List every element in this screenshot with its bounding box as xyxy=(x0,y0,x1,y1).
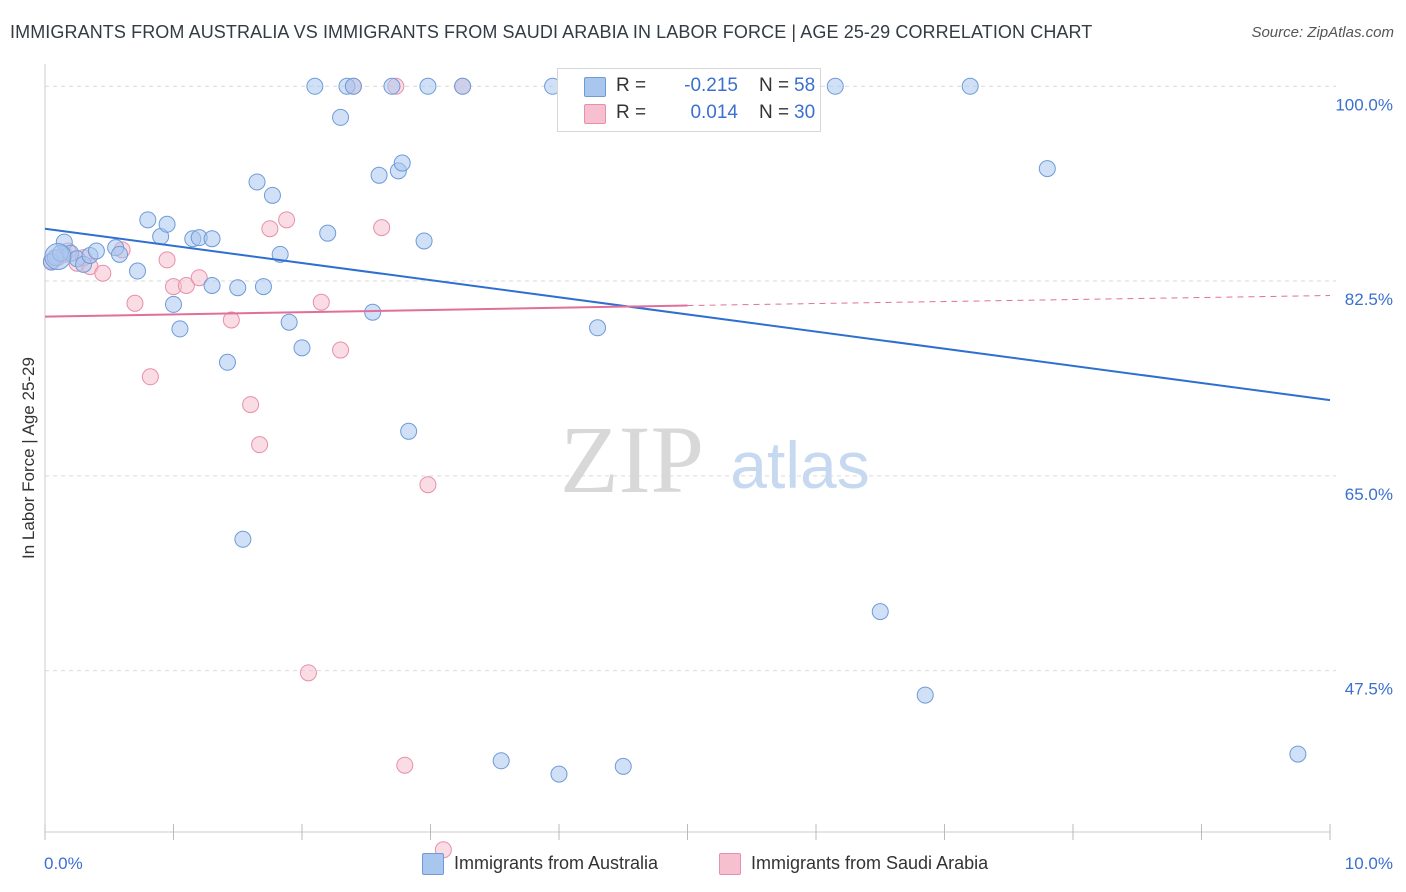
australia-point xyxy=(550,765,568,783)
australia-point xyxy=(344,77,362,95)
australia-point xyxy=(332,108,350,126)
australia-point xyxy=(271,245,289,263)
australia-point xyxy=(319,224,337,242)
australia-point xyxy=(492,752,510,770)
australia-point xyxy=(263,186,281,204)
australia-point xyxy=(589,319,607,337)
chart-source: Source: ZipAtlas.com xyxy=(1251,24,1394,41)
australia-point xyxy=(916,686,934,704)
australia-point xyxy=(218,353,236,371)
x-tick-label: 0.0% xyxy=(44,854,83,873)
saudi-point xyxy=(396,756,414,774)
saudi-point xyxy=(251,436,269,454)
australia-point xyxy=(1038,160,1056,178)
saudi-point xyxy=(177,276,195,294)
y-tick-label: 100.0% xyxy=(1335,95,1393,114)
saudi-point xyxy=(332,341,350,359)
australia-point xyxy=(961,77,979,95)
australia-point xyxy=(248,173,266,191)
saudi-point xyxy=(242,396,260,414)
australia-point xyxy=(393,154,411,172)
n-value: 58 xyxy=(794,75,816,96)
y-axis-label: In Labor Force | Age 25-29 xyxy=(19,357,38,559)
correlation-legend: R = -0.215 N = 58 R = 0.014 N = 30 xyxy=(557,68,821,132)
australia-swatch xyxy=(584,77,606,97)
series-australia xyxy=(42,77,1307,783)
saudi-point xyxy=(373,219,391,237)
australia-point xyxy=(306,77,324,95)
australia-point xyxy=(44,243,72,271)
y-tick-label: 47.5% xyxy=(1345,680,1393,699)
r-value: -0.215 xyxy=(684,75,738,96)
australia-point xyxy=(111,245,129,263)
saudi-swatch xyxy=(584,104,606,124)
tick-labels: 100.0% 82.5% 65.0% 47.5% 0.0% 10.0% xyxy=(44,95,1393,873)
australia-point xyxy=(171,320,189,338)
legend-label: Immigrants from Australia xyxy=(454,853,659,873)
australia-point xyxy=(203,276,221,294)
australia-point xyxy=(87,242,105,260)
saudi-point xyxy=(141,368,159,386)
australia-point xyxy=(826,77,844,95)
australia-trend-line xyxy=(44,227,1331,402)
saudi-point xyxy=(419,476,437,494)
r-value: 0.014 xyxy=(690,102,738,123)
legend-label: Immigrants from Saudi Arabia xyxy=(751,853,989,873)
saudi-trend-line xyxy=(44,304,688,318)
australia-point xyxy=(370,166,388,184)
australia-point xyxy=(293,339,311,357)
saudi-point xyxy=(312,293,330,311)
australia-point xyxy=(280,313,298,331)
saudi-point xyxy=(261,220,279,238)
saudi-point xyxy=(299,664,317,682)
australia-point xyxy=(1289,745,1307,763)
saudi-point xyxy=(222,311,240,329)
australia-point xyxy=(454,77,472,95)
watermark-zip: ZIP xyxy=(560,406,704,513)
saudi-point xyxy=(278,211,296,229)
x-tick-label: 10.0% xyxy=(1345,854,1393,873)
australia-point xyxy=(158,215,176,233)
grid-lines xyxy=(45,85,1336,672)
australia-point xyxy=(614,757,632,775)
australia-point xyxy=(383,77,401,95)
y-tick-label: 65.0% xyxy=(1345,485,1393,504)
saudi-point xyxy=(126,294,144,312)
r-label: R = xyxy=(616,75,647,96)
n-label: N = xyxy=(759,75,790,96)
australia-point xyxy=(364,303,382,321)
australia-point xyxy=(129,262,147,280)
australia-point xyxy=(871,603,889,621)
chart-title: IMMIGRANTS FROM AUSTRALIA VS IMMIGRANTS … xyxy=(10,22,1093,42)
australia-swatch xyxy=(422,853,444,875)
australia-point xyxy=(400,422,418,440)
australia-point xyxy=(254,278,272,296)
y-tick-label: 82.5% xyxy=(1345,290,1393,309)
series-saudi-arabia xyxy=(42,77,472,859)
australia-point xyxy=(419,77,437,95)
saudi-point xyxy=(158,251,176,269)
n-value: 30 xyxy=(794,102,816,123)
watermark-atlas: atlas xyxy=(730,428,869,502)
saudi-swatch xyxy=(719,853,741,875)
australia-point xyxy=(229,279,247,297)
axes xyxy=(44,64,1331,840)
saudi-trend-extension xyxy=(687,295,1331,307)
australia-point xyxy=(165,295,182,313)
n-label: N = xyxy=(759,102,790,123)
r-label: R = xyxy=(616,102,647,123)
australia-point xyxy=(139,211,157,229)
saudi-point xyxy=(94,264,112,282)
saudi-point xyxy=(190,269,208,287)
australia-point xyxy=(415,232,433,250)
australia-point xyxy=(234,530,252,548)
australia-point xyxy=(203,230,221,248)
trend-lines xyxy=(44,227,1331,402)
watermark: ZIP atlas xyxy=(560,406,870,513)
